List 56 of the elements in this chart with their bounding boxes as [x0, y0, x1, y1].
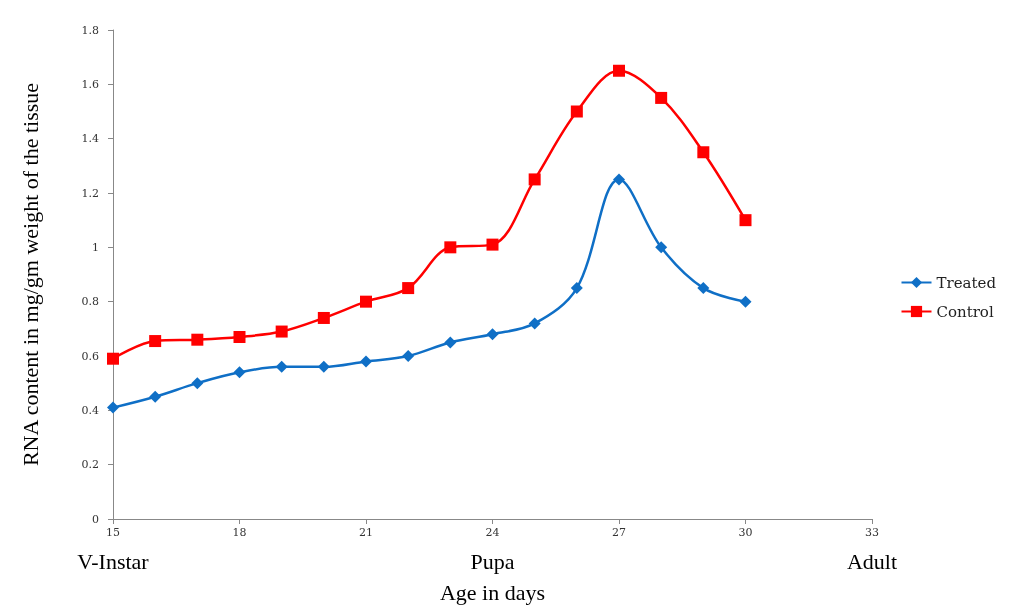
x-tick-label: 27 — [612, 526, 626, 539]
point — [655, 241, 668, 254]
point — [233, 330, 246, 343]
text: Pupa — [470, 548, 515, 574]
point — [317, 311, 330, 324]
point — [739, 214, 752, 227]
point — [402, 282, 415, 295]
text: Adult — [846, 548, 898, 574]
x-axis-title: Age in days — [439, 579, 546, 605]
point — [486, 328, 499, 341]
point — [402, 350, 415, 362]
point — [697, 146, 710, 159]
point — [149, 335, 162, 348]
y-axis-title: RNA content in mg/gm weight of the tissue — [17, 82, 43, 467]
x-tick-label: 15 — [106, 526, 120, 539]
point — [613, 64, 625, 77]
point — [444, 241, 457, 254]
point — [528, 173, 541, 186]
legend-label: Treated — [936, 273, 997, 292]
point — [275, 360, 288, 373]
point — [655, 91, 668, 104]
point — [275, 325, 288, 338]
x-tick-label: 30 — [738, 526, 753, 539]
x-tick-label: 33 — [865, 526, 879, 539]
point — [697, 282, 710, 295]
x-tick-label: 21 — [359, 526, 373, 539]
point — [191, 333, 204, 346]
y-tick-label: 0.2 — [81, 458, 99, 472]
point — [739, 295, 752, 308]
point — [317, 360, 330, 373]
point — [444, 336, 457, 349]
point — [107, 401, 119, 414]
point — [570, 105, 583, 118]
y-tick-label: 0 — [92, 512, 99, 526]
point — [486, 238, 499, 251]
y-tick-label: 1 — [92, 240, 99, 254]
point — [149, 390, 162, 403]
legend-label: Control — [936, 302, 994, 321]
point — [191, 377, 204, 390]
y-tick-label: 0.4 — [81, 403, 99, 417]
point — [528, 317, 541, 330]
y-tick-label: 0.8 — [81, 295, 99, 309]
point — [360, 355, 372, 368]
x-tick-label: 18 — [232, 526, 247, 539]
point — [233, 366, 246, 379]
point — [360, 295, 372, 308]
y-tick-label: 0.6 — [81, 349, 99, 363]
x-tick-label: 24 — [485, 526, 500, 539]
y-tick-label: 1.2 — [81, 186, 99, 200]
point — [107, 352, 119, 365]
y-tick-label: 1.8 — [81, 23, 99, 37]
text: V-Instar — [77, 548, 150, 574]
point — [570, 282, 583, 295]
y-tick-label: 1.4 — [81, 132, 99, 146]
point — [613, 173, 625, 186]
y-tick-label: 1.6 — [81, 77, 99, 91]
